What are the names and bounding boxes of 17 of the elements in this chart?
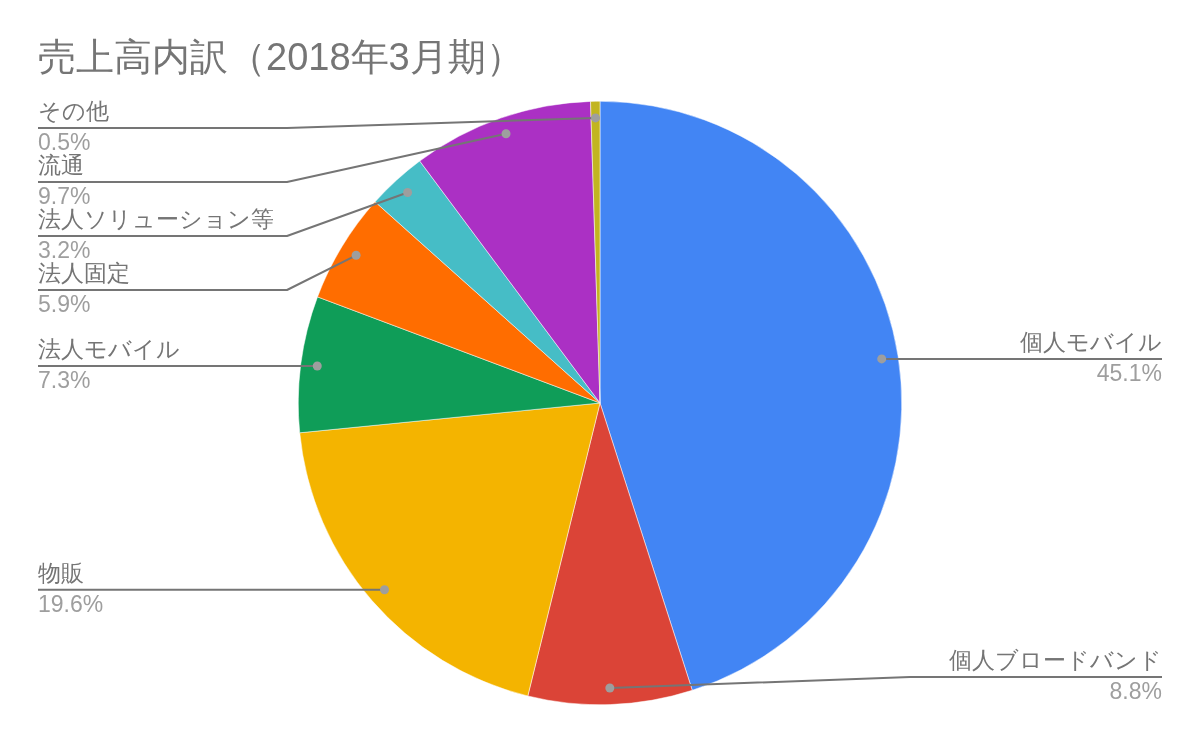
slice-label: 法人ソリューション等: [38, 206, 274, 232]
slice-label: 法人モバイル: [38, 335, 180, 362]
slice-label: 流通: [38, 152, 84, 178]
data-label: 45.1%: [1096, 359, 1162, 386]
slice-label: 法人固定: [38, 260, 130, 286]
chart-title: 売上高内訳（2018年3月期）: [38, 36, 524, 78]
data-label: 19.6%: [38, 590, 104, 617]
data-label: 9.7%: [38, 183, 91, 209]
data-label: 5.9%: [38, 291, 91, 317]
data-label: 8.8%: [1109, 678, 1162, 704]
slice-label: 個人ブロードバンド: [949, 647, 1162, 673]
slice-label: その他: [38, 98, 109, 124]
data-label: 7.3%: [38, 366, 91, 393]
data-label: 0.5%: [38, 129, 91, 155]
slice-label: 個人モバイル: [1020, 328, 1162, 355]
data-label: 3.2%: [38, 237, 91, 263]
slice-label: 物販: [38, 559, 84, 586]
